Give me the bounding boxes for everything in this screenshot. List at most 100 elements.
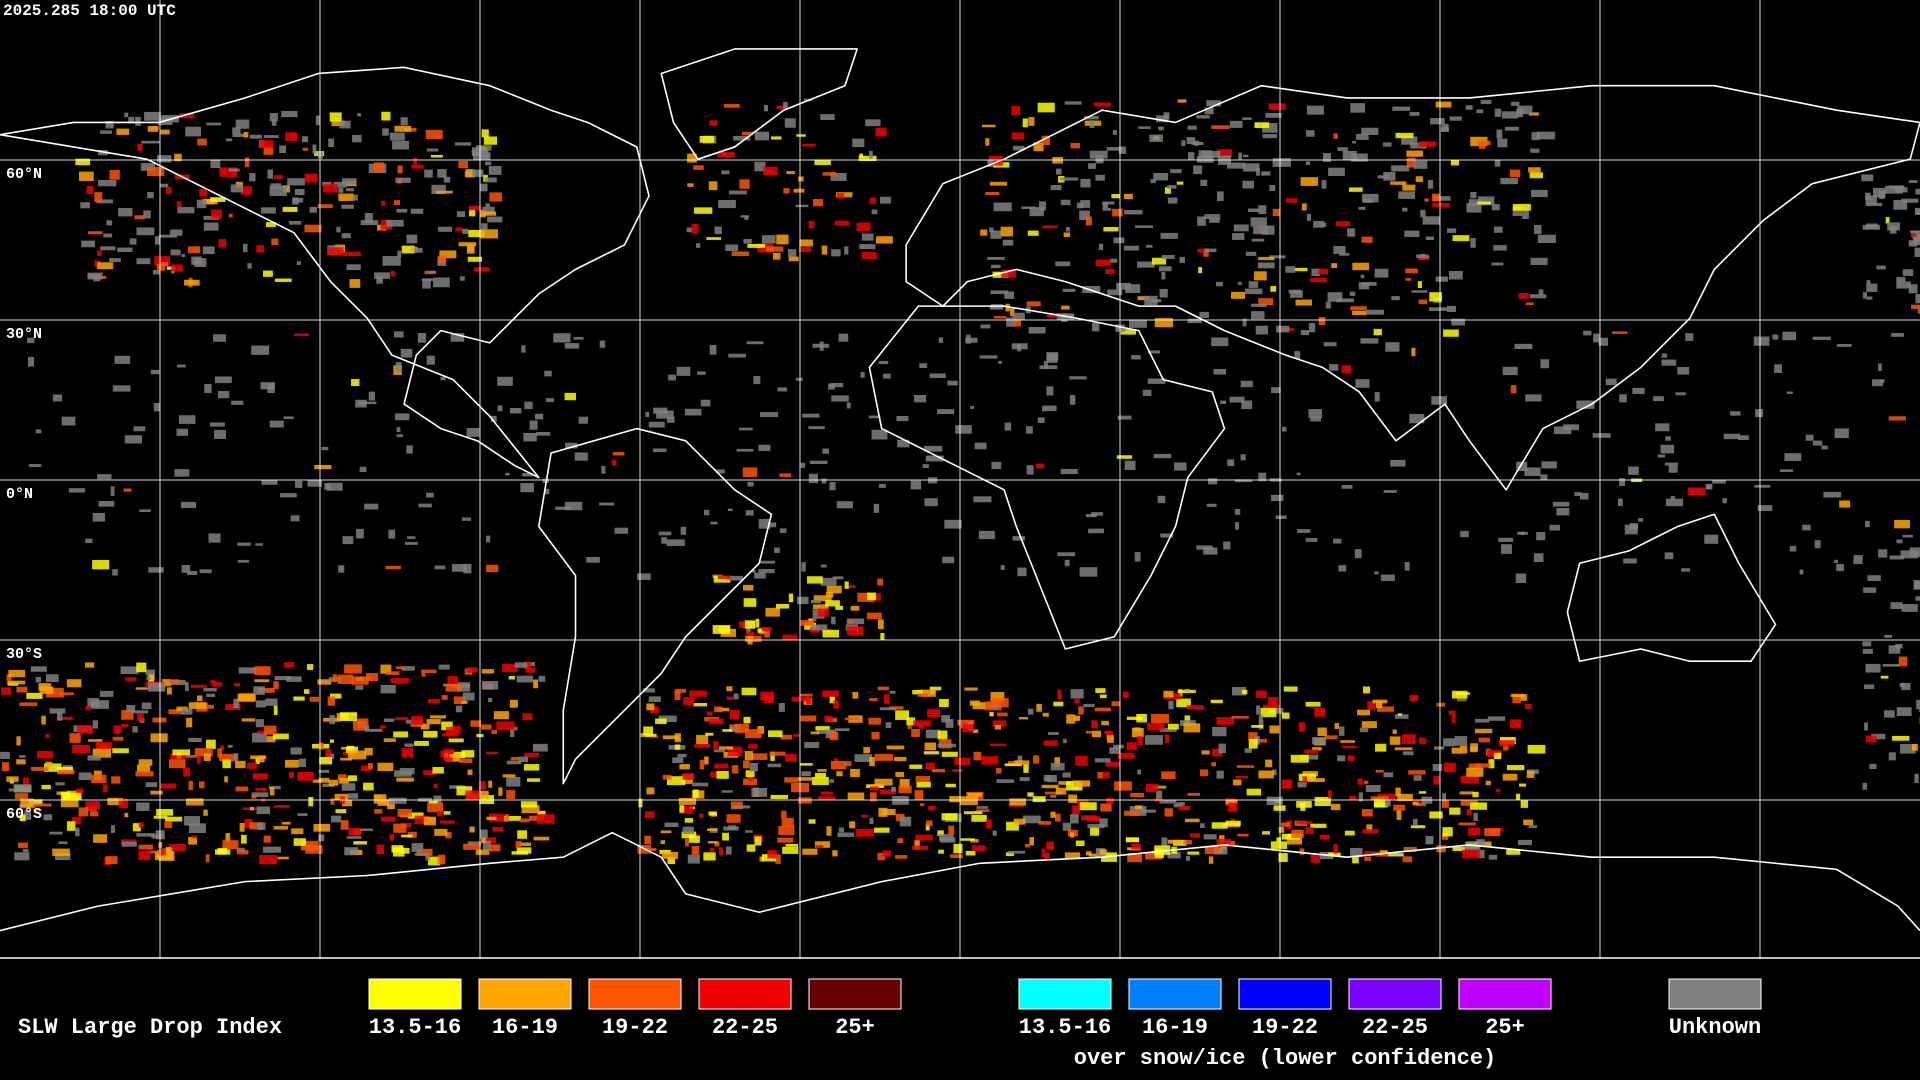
speckle	[118, 798, 129, 809]
speckle	[1291, 829, 1304, 838]
speckle	[1308, 322, 1316, 333]
speckle	[1487, 716, 1506, 721]
speckle	[27, 337, 35, 344]
speckle	[154, 256, 170, 266]
speckle	[76, 788, 84, 795]
speckle	[19, 814, 26, 821]
speckle	[271, 238, 279, 246]
speckle	[274, 278, 292, 282]
speckle	[6, 674, 12, 681]
speckle	[28, 356, 35, 367]
speckle	[1890, 602, 1903, 610]
speckle	[1910, 304, 1919, 310]
speckle	[1069, 376, 1087, 380]
speckle	[820, 114, 835, 120]
speckle	[1379, 850, 1388, 855]
speckle	[754, 131, 769, 141]
speckle	[712, 625, 731, 634]
speckle	[458, 242, 477, 247]
speckle	[146, 675, 151, 681]
speckle	[1404, 562, 1410, 571]
speckle	[17, 842, 29, 848]
speckle	[424, 169, 433, 178]
speckle	[147, 191, 154, 199]
speckle	[1394, 747, 1413, 751]
speckle	[782, 846, 799, 854]
speckle	[117, 247, 133, 253]
speckle	[1242, 689, 1248, 695]
speckle	[985, 138, 990, 146]
speckle	[488, 165, 502, 175]
speckle	[158, 848, 166, 856]
speckle	[1442, 827, 1453, 837]
speckle	[1375, 770, 1384, 773]
speckle	[14, 852, 30, 861]
speckle	[181, 254, 186, 258]
speckle	[739, 179, 750, 189]
speckle	[1498, 537, 1514, 542]
speckle	[52, 848, 70, 856]
speckle	[1075, 755, 1088, 766]
speckle	[1216, 717, 1235, 725]
speckle	[285, 132, 297, 141]
speckle	[30, 666, 47, 672]
speckle	[461, 750, 475, 758]
speckle	[941, 813, 958, 821]
speckle	[1297, 529, 1311, 533]
speckle	[458, 758, 473, 763]
speckle	[1305, 701, 1321, 707]
speckle	[895, 855, 908, 859]
speckle	[1531, 132, 1540, 141]
speckle	[611, 459, 617, 466]
speckle	[297, 771, 314, 781]
speckle	[1046, 353, 1058, 363]
speckle	[1362, 198, 1373, 203]
speckle	[1216, 838, 1232, 847]
speckle	[1323, 342, 1337, 347]
speckle	[1267, 696, 1279, 706]
speckle	[480, 829, 488, 839]
speckle	[923, 751, 940, 755]
legend-label: Unknown	[1669, 1015, 1761, 1040]
speckle	[331, 120, 345, 127]
speckle	[564, 501, 583, 511]
speckle	[874, 778, 893, 786]
speckle	[1099, 694, 1107, 699]
speckle	[344, 847, 359, 856]
speckle	[612, 452, 625, 456]
speckle	[1028, 116, 1035, 126]
speckle	[1113, 237, 1125, 244]
speckle	[7, 680, 26, 685]
speckle	[85, 662, 95, 668]
speckle	[1512, 203, 1531, 211]
speckle	[1409, 694, 1419, 702]
speckle	[1186, 705, 1204, 710]
speckle	[919, 724, 924, 730]
data-layer	[0, 98, 1920, 866]
speckle	[1219, 835, 1225, 842]
speckle	[991, 461, 1002, 470]
speckle	[1685, 333, 1694, 341]
speckle	[1245, 251, 1257, 256]
speckle	[510, 729, 515, 738]
speckle	[757, 243, 774, 253]
speckle	[1204, 248, 1217, 253]
speckle	[429, 270, 435, 274]
speckle	[247, 762, 257, 769]
speckle	[1528, 825, 1538, 829]
speckle	[124, 812, 129, 818]
speckle	[1176, 181, 1184, 185]
speckle	[1314, 707, 1326, 717]
speckle	[693, 789, 699, 798]
speckle	[1405, 278, 1411, 281]
speckle	[1203, 248, 1209, 257]
speckle	[465, 169, 475, 178]
speckle	[599, 502, 615, 506]
speckle	[165, 186, 172, 194]
speckle	[661, 851, 679, 859]
speckle	[1208, 478, 1218, 485]
legend: SLW Large Drop Index 13.5-16 16-19 19-22 22-…	[18, 978, 1762, 1071]
speckle	[1295, 299, 1313, 306]
speckle	[820, 564, 827, 568]
speckle	[445, 726, 456, 736]
